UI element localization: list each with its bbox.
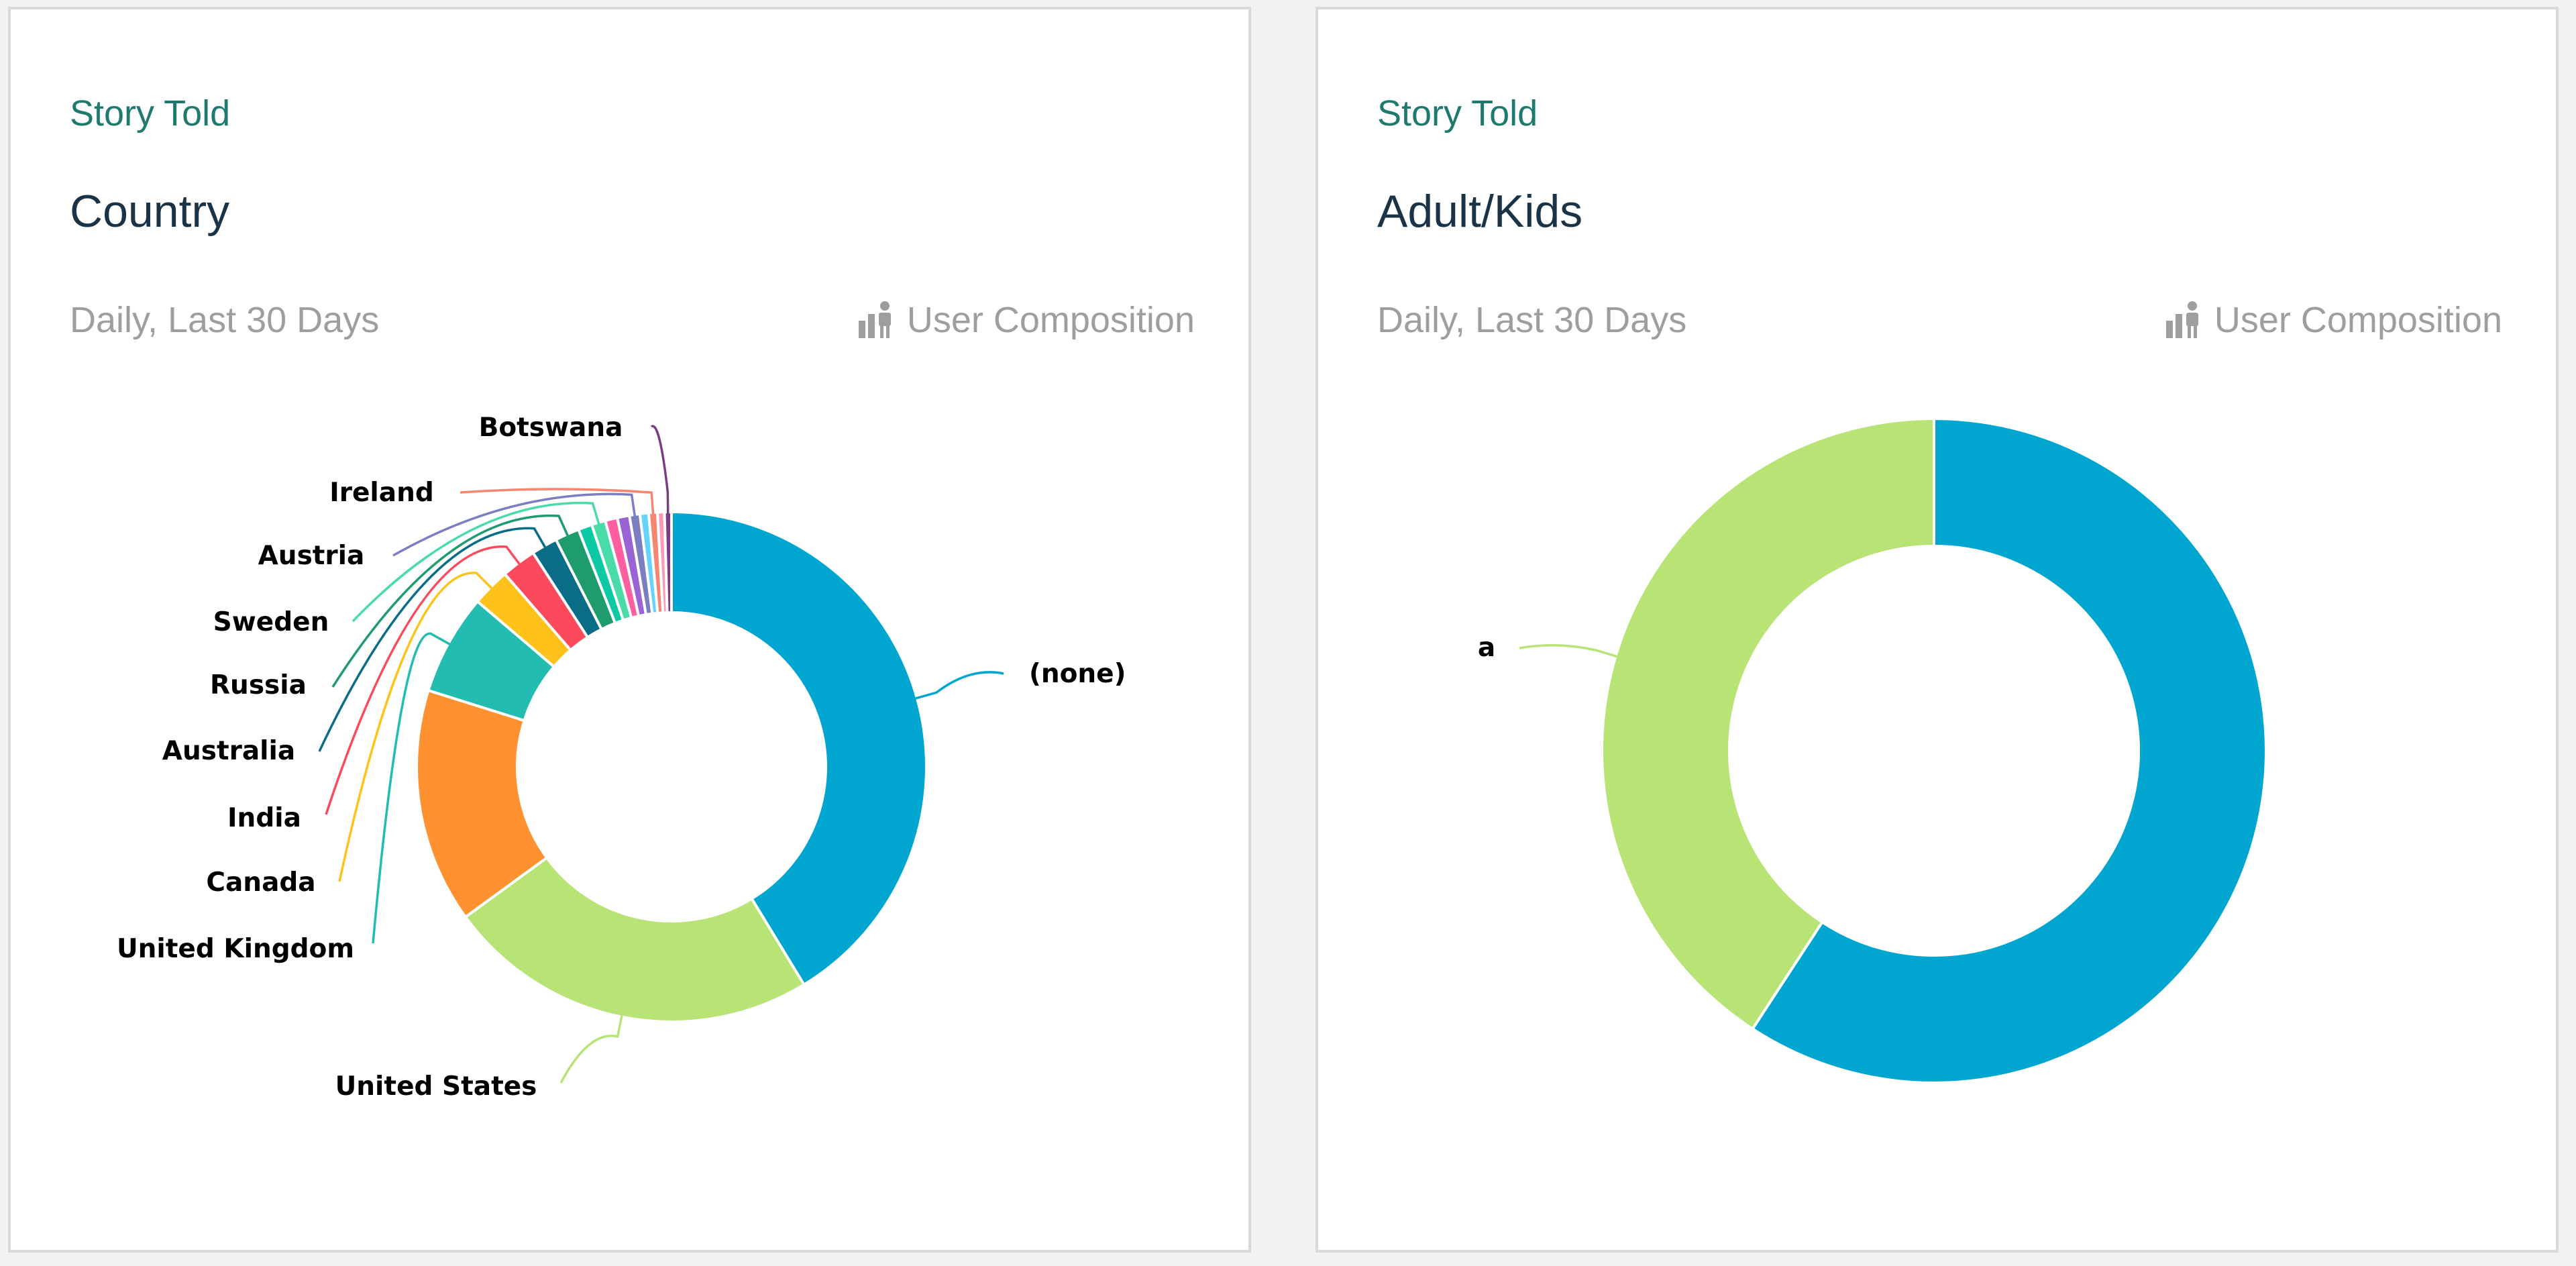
- adult-kids-donut-chart: a: [1478, 417, 2267, 1084]
- slice-label-none: (none): [1029, 659, 1126, 689]
- connector-australia: [318, 527, 547, 752]
- connector-austria: [392, 492, 637, 557]
- user-composition-button[interactable]: User Composition: [857, 299, 1195, 341]
- donut-slice-united-states[interactable]: [464, 855, 806, 1023]
- donut-slice-botswana[interactable]: [663, 510, 673, 615]
- slice-label-a: a: [1478, 633, 1495, 663]
- slice-label-russia: Russia: [210, 670, 307, 700]
- connector-canada: [338, 572, 494, 882]
- donut-slice-a[interactable]: [1601, 417, 1935, 1031]
- connector-none: [914, 671, 1004, 700]
- user-composition-label: User Composition: [2214, 300, 2502, 340]
- card-title: Adult/Kids: [1377, 186, 1583, 237]
- slice-label-australia: Australia: [162, 736, 295, 766]
- connector-ireland: [460, 488, 655, 516]
- country-card: Story Told Country Daily, Last 30 Days U…: [8, 7, 1251, 1253]
- connector-united-states: [559, 1014, 624, 1084]
- connector-russia: [331, 514, 570, 688]
- slice-label-austria: Austria: [258, 541, 365, 571]
- user-composition-icon: [858, 301, 891, 338]
- country-donut-chart: (none) United States United Kingdom Canada I…: [117, 413, 1126, 1102]
- slice-label-botswana: Botswana: [479, 413, 623, 443]
- slice-label-india: India: [227, 803, 301, 833]
- connector-india: [325, 545, 521, 815]
- card-eyebrow: Story Told: [1377, 93, 1538, 134]
- slice-label-ireland: Ireland: [329, 478, 434, 508]
- connector-a: [1519, 643, 1619, 658]
- slice-label-united-states: United States: [335, 1071, 537, 1102]
- adult-kids-card: Story Told Adult/Kids Daily, Last 30 Day…: [1316, 7, 2559, 1253]
- connector-sweden: [352, 501, 600, 623]
- donut-slice-0[interactable]: [1750, 417, 2267, 1084]
- time-period-label: Daily, Last 30 Days: [70, 300, 380, 340]
- connector-united-kingdom: [372, 632, 451, 944]
- slice-label-united-kingdom: United Kingdom: [117, 934, 354, 964]
- time-period-label: Daily, Last 30 Days: [1377, 300, 1687, 340]
- slice-label-sweden: Sweden: [213, 607, 329, 637]
- card-eyebrow: Story Told: [70, 93, 231, 134]
- card-title: Country: [70, 186, 230, 237]
- connector-botswana: [650, 425, 669, 515]
- user-composition-icon: [2165, 301, 2198, 338]
- slice-label-canada: Canada: [206, 867, 315, 898]
- user-composition-button[interactable]: User Composition: [2165, 299, 2502, 341]
- donut-slice-none[interactable]: [670, 510, 928, 987]
- user-composition-label: User Composition: [906, 300, 1195, 340]
